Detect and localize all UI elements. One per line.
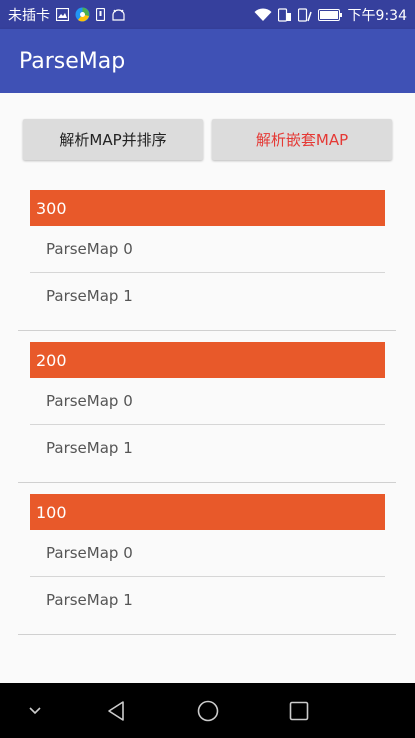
data-icon [277, 7, 292, 22]
list-item[interactable]: ParseMap 1 [46, 439, 133, 457]
android-icon [111, 8, 126, 21]
group-divider [18, 634, 396, 635]
image-icon [56, 8, 69, 21]
list-item[interactable]: ParseMap 0 [46, 240, 133, 258]
group-header: 300 [30, 190, 385, 226]
status-time: 下午9:34 [347, 7, 407, 24]
item-divider [30, 576, 385, 577]
map-group: 300 ParseMap 0 ParseMap 1 [18, 190, 396, 331]
recents-icon[interactable] [283, 683, 315, 738]
map-group: 200 ParseMap 0 ParseMap 1 [18, 342, 396, 483]
battery-icon [317, 8, 342, 21]
parse-nested-button[interactable]: 解析嵌套MAP [212, 119, 392, 160]
map-group: 100 ParseMap 0 ParseMap 1 [18, 494, 396, 635]
back-icon[interactable] [100, 683, 132, 738]
sdcard-icon [96, 8, 105, 21]
list-item[interactable]: ParseMap 0 [46, 544, 133, 562]
list-item[interactable]: ParseMap 1 [46, 287, 133, 305]
signal-icon [297, 7, 312, 22]
item-divider [30, 424, 385, 425]
status-bar-left: 未插卡 [8, 5, 126, 25]
app-title: ParseMap [19, 48, 126, 74]
group-header: 200 [30, 342, 385, 378]
browser-icon [75, 7, 90, 22]
carrier-label: 未插卡 [8, 7, 50, 24]
group-header: 100 [30, 494, 385, 530]
status-bar: 未插卡 下午9:34 [0, 0, 415, 29]
main-content: 解析MAP并排序 解析嵌套MAP 300 ParseMap 0 ParseMap… [0, 93, 415, 683]
item-divider [30, 272, 385, 273]
group-divider [18, 330, 396, 331]
list-item[interactable]: ParseMap 1 [46, 591, 133, 609]
list-item[interactable]: ParseMap 0 [46, 392, 133, 410]
parse-and-sort-button[interactable]: 解析MAP并排序 [23, 119, 203, 160]
chevron-down-icon[interactable] [20, 683, 50, 738]
status-bar-right: 下午9:34 [254, 5, 407, 25]
navigation-bar [0, 683, 415, 738]
group-divider [18, 482, 396, 483]
wifi-icon [254, 7, 272, 22]
app-bar: ParseMap [0, 29, 415, 93]
home-icon[interactable] [192, 683, 224, 738]
